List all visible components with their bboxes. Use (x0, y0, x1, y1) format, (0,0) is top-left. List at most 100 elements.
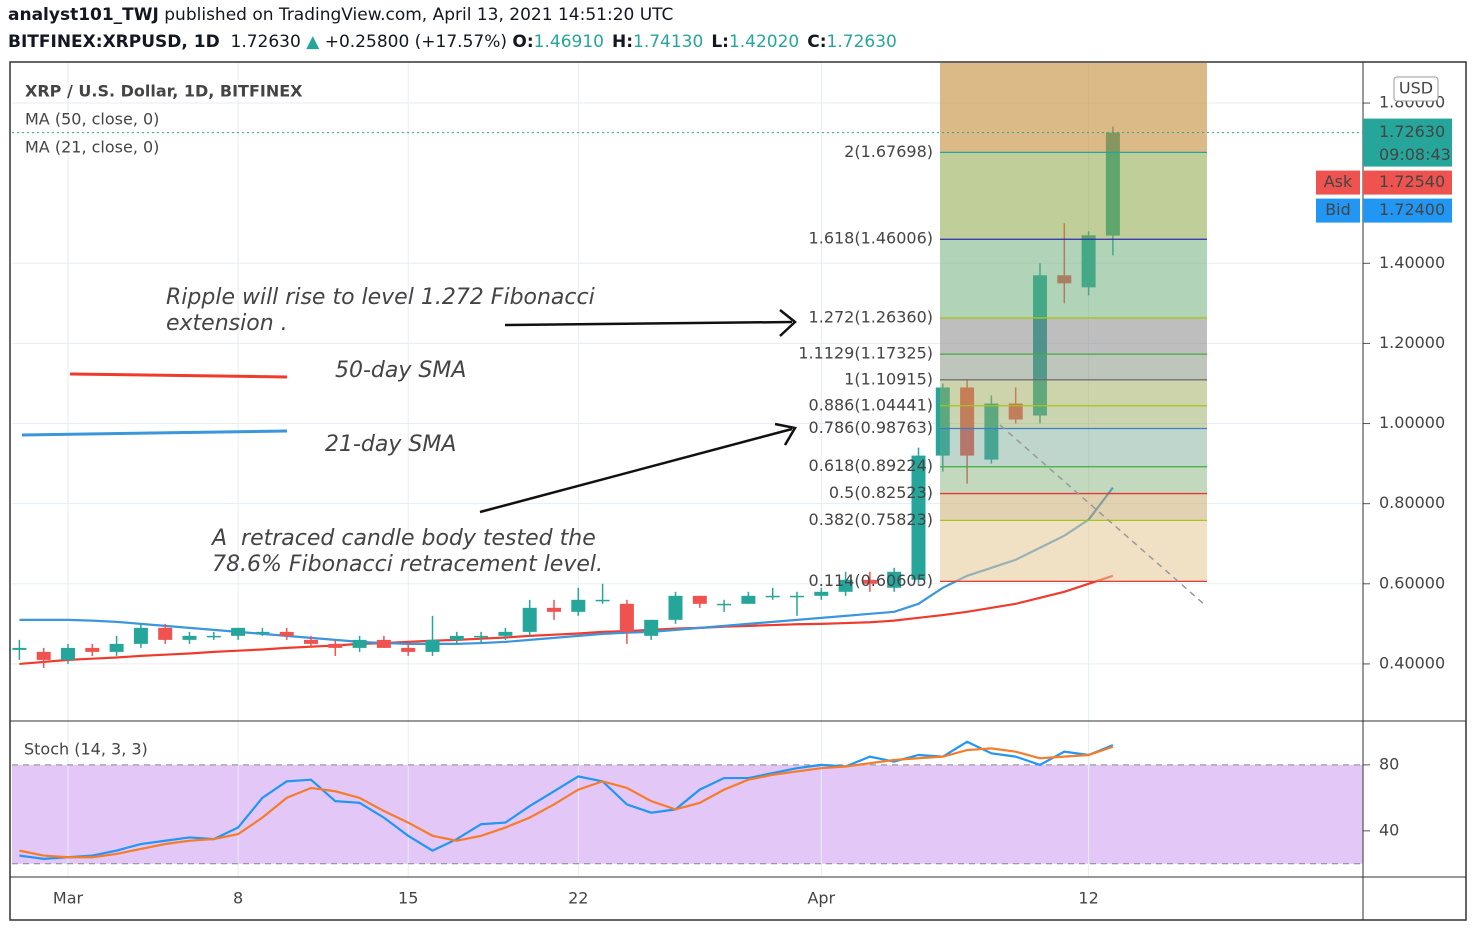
candle-body (133, 627, 148, 644)
legend-entry: MA (50, close, 0) (25, 110, 159, 129)
candle-body (182, 635, 197, 640)
fib-zone (940, 152, 1207, 240)
fib-zone (940, 493, 1207, 521)
candle-body (547, 607, 561, 612)
ask-name: Ask (1324, 172, 1353, 191)
ohlc-key: O: (512, 32, 534, 52)
arrow-head (774, 422, 797, 446)
fib-zone (940, 428, 1207, 467)
y-tick-label: 40 (1379, 820, 1399, 839)
x-tick-label: 15 (398, 889, 418, 908)
x-tick-label: Apr (807, 889, 835, 908)
countdown: 09:08:43 (1379, 145, 1451, 164)
stoch-band (12, 764, 1363, 864)
annotation: extension . (166, 311, 288, 336)
arrow (504, 320, 793, 327)
candle-body (425, 639, 440, 652)
fib-label: 2(1.67698) (844, 142, 933, 161)
candle-body (304, 639, 318, 644)
candle-body (765, 595, 780, 598)
fib-zone (940, 520, 1207, 582)
candle-body (571, 599, 586, 612)
legend-entry: MA (21, close, 0) (25, 138, 159, 157)
fib-zone (940, 63, 1207, 153)
arrow (479, 427, 793, 514)
candle-body (887, 571, 902, 588)
axis-layer: Mar 8 15 22 Apr 12 0.40000 0.60000 0.80000 1.0000… (9, 61, 1467, 921)
bid-box (1363, 198, 1452, 223)
series-line (19, 745, 1114, 859)
y-tick-label: 0.80000 (1379, 493, 1445, 512)
y-tick-label: 1.40000 (1379, 253, 1445, 272)
candle-body (814, 591, 829, 596)
ohlc-value: 1.42020 (728, 32, 800, 52)
fib-label: 1(1.10915) (844, 369, 933, 388)
ohlc-value: 1.74130 (633, 32, 704, 52)
candle-body (790, 595, 804, 598)
stoch-title: Stoch (14, 3, 3) (24, 740, 148, 759)
ask-name-box (1316, 170, 1360, 195)
legend-line-sma50 (69, 372, 288, 379)
candle-body (279, 631, 294, 636)
annotation: Ripple will rise to level 1.272 Fibonacc… (166, 285, 595, 310)
author: analyst101_TWJ (8, 5, 159, 25)
x-tick-label: Mar (53, 889, 84, 908)
header: analyst101_TWJ published on TradingView.… (8, 2, 905, 56)
fib-layer: 2(1.67698) 1.618(1.46006) 1.272(1.26360) 1.… (798, 63, 1207, 590)
fib-label: 1.618(1.46006) (809, 229, 933, 248)
bid-label: 1.72400 (1379, 200, 1445, 219)
fib-label: 0.5(0.82523) (829, 483, 933, 502)
candle-body (158, 627, 173, 640)
annotation: 21-day SMA (325, 432, 456, 457)
candle-body (668, 595, 683, 620)
candle-body (692, 595, 707, 604)
trend-line (999, 424, 1206, 606)
header-line-2: BITFINEX:XRPUSD, 1D 1.72630 ▲ +0.25800 (… (8, 29, 905, 56)
ohlc-value: 1.46910 (533, 32, 604, 52)
candle-body (401, 647, 416, 652)
y-tick-label: 0.60000 (1379, 573, 1445, 592)
fib-label: 1.1129(1.17325) (798, 344, 933, 363)
candle-body (255, 631, 270, 634)
candle-body (36, 651, 51, 660)
published: published on TradingView.com, April 13, … (164, 5, 674, 25)
candle-body (644, 619, 659, 636)
annotation: 78.6% Fibonacci retracement level. (212, 552, 603, 577)
series-line (19, 486, 1114, 645)
header-line-1: analyst101_TWJ published on TradingView.… (8, 2, 905, 29)
fib-zone (940, 466, 1207, 494)
bid-name: Bid (1325, 200, 1351, 219)
candle-body (352, 639, 367, 648)
candle-body (741, 595, 756, 604)
fib-label: 0.114(0.60605) (809, 571, 933, 590)
ohlc-key: L: (711, 32, 729, 52)
y-tick-label: 1.20000 (1379, 333, 1445, 352)
price: 1.72630 (230, 32, 301, 52)
fib-label: 0.382(0.75823) (809, 510, 933, 529)
arrow: ▲ (306, 32, 320, 52)
candle-body (474, 635, 489, 638)
candle-body (61, 647, 75, 660)
currency-box (1393, 76, 1439, 102)
chart-title: XRP / U.S. Dollar, 1D, BITFINEX (25, 82, 303, 101)
currency: USD (1399, 79, 1433, 98)
last-price-label: 1.72630 (1379, 122, 1445, 141)
candle-body (206, 635, 221, 638)
candle-body (109, 643, 124, 652)
series-line (19, 740, 1114, 860)
change: +0.25800 (+17.57%) (324, 32, 507, 52)
ohlc-key: H: (611, 32, 633, 52)
fib-zone (940, 405, 1207, 429)
fib-label: 0.886(1.04441) (809, 395, 933, 414)
frame (9, 61, 1467, 921)
candle-body (595, 599, 610, 602)
annotation: A retraced candle body tested the (210, 526, 596, 551)
y-tick-label: 1.00000 (1379, 413, 1445, 432)
annotation-layer: Ripple will rise to level 1.272 Fibonacc… (21, 285, 1206, 606)
ask-box (1363, 170, 1452, 195)
candle-body (911, 455, 926, 580)
candle-body (498, 631, 513, 636)
candle-body (376, 639, 391, 648)
fib-zone (940, 379, 1207, 406)
